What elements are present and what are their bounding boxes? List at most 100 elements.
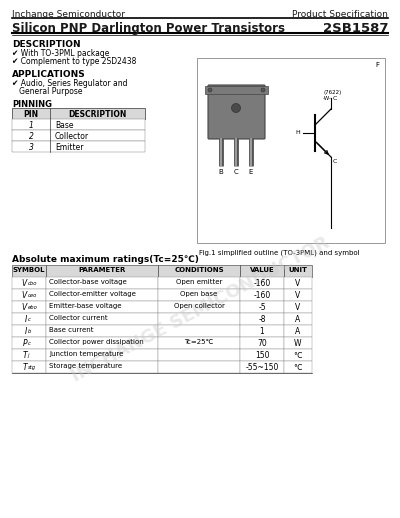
Text: A: A (295, 315, 301, 324)
Bar (158, 265, 240, 277)
Text: B: B (219, 169, 223, 175)
Text: Base: Base (55, 121, 74, 130)
Bar (46, 337, 158, 349)
Bar (240, 277, 284, 289)
Text: c: c (28, 317, 31, 322)
Text: Collector-base voltage: Collector-base voltage (49, 279, 127, 285)
Bar (240, 361, 284, 373)
Text: Open collector: Open collector (174, 303, 224, 309)
Bar (12, 313, 46, 325)
Bar (12, 141, 145, 152)
Bar (46, 301, 158, 313)
Bar (12, 119, 145, 130)
Bar (158, 289, 240, 301)
Text: Silicon PNP Darlington Power Transistors: Silicon PNP Darlington Power Transistors (12, 22, 285, 35)
Text: DESCRIPTION: DESCRIPTION (68, 110, 127, 119)
Bar (158, 325, 240, 337)
Text: Open emitter: Open emitter (176, 279, 222, 285)
Text: Fig.1 simplified outline (TO-3PML) and symbol: Fig.1 simplified outline (TO-3PML) and s… (199, 249, 360, 255)
Text: Collector current: Collector current (49, 315, 108, 321)
Text: Inchange Semiconductor: Inchange Semiconductor (12, 10, 125, 19)
Bar (240, 313, 284, 325)
Bar (12, 361, 46, 373)
Bar (240, 301, 284, 313)
Text: cbo: cbo (28, 281, 38, 286)
Text: V: V (295, 303, 301, 312)
Bar (284, 313, 312, 325)
Text: b: b (28, 329, 31, 334)
Text: Tc=25℃: Tc=25℃ (184, 339, 214, 345)
Text: PARAMETER: PARAMETER (78, 267, 126, 273)
Text: 70: 70 (257, 339, 267, 348)
Text: ✔ Audio, Series Regulator and: ✔ Audio, Series Regulator and (12, 79, 128, 88)
Bar (284, 337, 312, 349)
Circle shape (208, 88, 212, 92)
Text: stg: stg (28, 365, 36, 370)
Text: V: V (22, 291, 27, 300)
Text: -5: -5 (258, 303, 266, 312)
Bar (46, 313, 158, 325)
Bar (284, 265, 312, 277)
Text: Collector-emitter voltage: Collector-emitter voltage (49, 291, 136, 297)
Text: 2SB1587: 2SB1587 (322, 22, 388, 35)
Text: Emitter: Emitter (55, 143, 84, 152)
Text: VALUE: VALUE (250, 267, 274, 273)
Text: APPLICATIONS: APPLICATIONS (12, 70, 86, 79)
Circle shape (261, 88, 265, 92)
Text: Junction temperature: Junction temperature (49, 351, 123, 357)
Text: DESCRIPTION: DESCRIPTION (12, 40, 81, 49)
Bar (284, 301, 312, 313)
Text: -W-: -W- (323, 96, 332, 101)
Text: V: V (22, 279, 27, 288)
Text: ebo: ebo (28, 305, 38, 310)
Text: Open base: Open base (180, 291, 218, 297)
Text: C: C (234, 169, 238, 175)
Text: H: H (295, 130, 300, 135)
Text: PIN: PIN (24, 110, 38, 119)
Text: ✔ Complement to type 2SD2438: ✔ Complement to type 2SD2438 (12, 57, 136, 66)
Bar (12, 130, 145, 141)
Bar (240, 265, 284, 277)
Text: Storage temperature: Storage temperature (49, 363, 122, 369)
Text: 1: 1 (260, 327, 264, 336)
Text: ℃: ℃ (294, 363, 302, 372)
Text: -8: -8 (258, 315, 266, 324)
Text: ceo: ceo (28, 293, 37, 298)
Text: INCHANGE SEMICONDUCTOR: INCHANGE SEMICONDUCTOR (68, 234, 332, 386)
Text: c: c (28, 341, 31, 346)
Text: 3: 3 (28, 143, 34, 152)
Bar (240, 337, 284, 349)
Text: T: T (22, 351, 27, 360)
Bar (12, 265, 46, 277)
Bar (12, 325, 46, 337)
Bar (46, 361, 158, 373)
Bar (12, 277, 46, 289)
Bar (46, 265, 158, 277)
Bar (205, 86, 268, 94)
Text: ✔ With TO-3PML package: ✔ With TO-3PML package (12, 49, 109, 58)
Text: -160: -160 (253, 291, 271, 300)
Text: Base current: Base current (49, 327, 94, 333)
Text: PINNING: PINNING (12, 100, 52, 109)
Text: Collector: Collector (55, 132, 89, 141)
Bar (284, 349, 312, 361)
Text: 150: 150 (255, 351, 269, 360)
Text: F: F (375, 62, 379, 68)
Text: I: I (25, 327, 27, 336)
Bar (284, 277, 312, 289)
Text: SYMBOL: SYMBOL (13, 267, 45, 273)
Text: C: C (333, 159, 337, 164)
Bar (158, 349, 240, 361)
Text: T: T (22, 363, 27, 372)
Bar (12, 349, 46, 361)
Bar (46, 325, 158, 337)
Text: P: P (22, 339, 27, 348)
Bar (158, 337, 240, 349)
Text: E: E (249, 169, 253, 175)
Text: A: A (295, 327, 301, 336)
Text: V: V (295, 279, 301, 288)
Bar (240, 289, 284, 301)
Text: Product Specification: Product Specification (292, 10, 388, 19)
Text: 2: 2 (28, 132, 34, 141)
Bar (240, 349, 284, 361)
